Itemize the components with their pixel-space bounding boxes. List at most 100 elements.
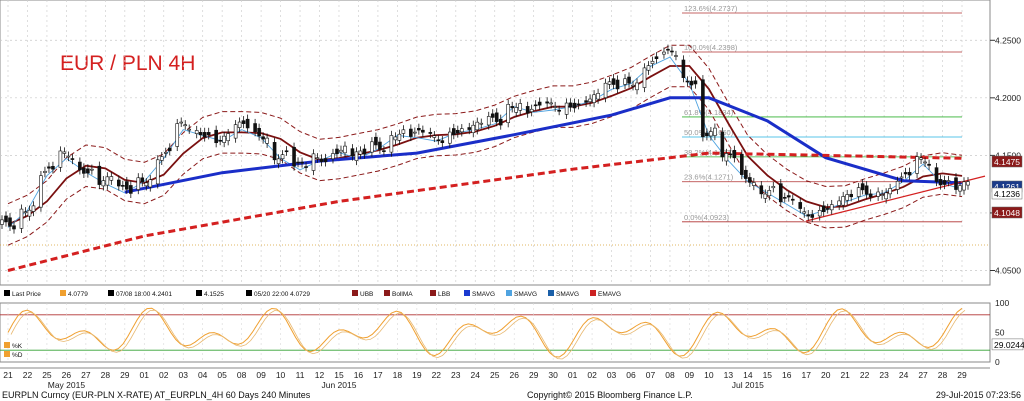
- date-tick-label: 28: [938, 370, 948, 380]
- candle-body: [635, 82, 639, 91]
- date-tick-label: 22: [860, 370, 870, 380]
- candle-body: [27, 209, 32, 217]
- date-tick-label: 25: [490, 370, 500, 380]
- candle-body: [12, 225, 16, 230]
- candle-body: [525, 106, 530, 114]
- candle-body: [650, 60, 655, 64]
- candle-body: [43, 171, 47, 173]
- date-tick-label: 15: [334, 370, 344, 380]
- candle-body: [603, 82, 608, 98]
- candle-body: [374, 136, 378, 146]
- candle-body: [732, 149, 737, 159]
- candle-body: [701, 79, 705, 138]
- candle-body: [300, 161, 304, 164]
- candle-body: [58, 150, 63, 168]
- candle-body: [654, 56, 659, 60]
- candle-body: [510, 106, 515, 109]
- oscillator-axis-label: 100: [995, 298, 1009, 308]
- candle-body: [537, 101, 542, 106]
- date-tick-label: 01: [140, 370, 150, 380]
- month-label: Jul 2015: [732, 380, 764, 390]
- candle-body: [728, 153, 733, 156]
- candle-body: [498, 118, 503, 126]
- tick-icon: [108, 290, 114, 296]
- candle-body: [471, 124, 476, 133]
- date-tick-label: 10: [276, 370, 286, 380]
- candle-body: [339, 149, 343, 153]
- candle-body: [646, 65, 651, 71]
- footer-center: Copyright© 2015 Bloomberg Finance L.P.: [527, 390, 693, 400]
- candle-body: [748, 177, 752, 183]
- candle-body: [19, 208, 24, 229]
- candle-body: [315, 157, 320, 160]
- candle-body: [233, 124, 238, 139]
- price-axis-label: 4.0500: [995, 265, 1021, 275]
- candle-body: [518, 103, 523, 111]
- upper-bollinger-band: [7, 44, 963, 205]
- candle-body: [319, 158, 324, 162]
- candle-body: [343, 145, 347, 154]
- date-tick-label: 07: [646, 370, 656, 380]
- oscillator-value-box: [991, 338, 1024, 351]
- candle-body: [506, 104, 511, 124]
- candle-body: [884, 192, 888, 200]
- candle-body: [685, 80, 690, 83]
- candle-body: [479, 122, 484, 125]
- date-tick-label: 22: [432, 370, 442, 380]
- bb-lower-icon: [430, 290, 436, 296]
- candle-body: [709, 131, 713, 137]
- legend-label: 4.0779: [68, 291, 88, 298]
- candle-body: [358, 150, 363, 155]
- price-tag-value: 4.1475: [994, 157, 1020, 167]
- candle-body: [856, 187, 861, 197]
- candle-body: [845, 194, 849, 201]
- candle-body: [752, 182, 756, 186]
- candle-body: [323, 158, 328, 163]
- candle-body: [568, 102, 573, 108]
- candle-body: [378, 141, 382, 150]
- candle-icon: [4, 290, 10, 296]
- short-sma-line: [7, 56, 963, 228]
- bollinger-ma-line: [7, 65, 963, 226]
- candle-body: [109, 176, 114, 181]
- date-tick-label: 14: [743, 370, 753, 380]
- candle-body: [140, 177, 145, 183]
- candle-body: [849, 193, 853, 198]
- price-tag-value: 4.1048: [994, 208, 1020, 218]
- candle-body: [880, 194, 884, 196]
- date-tick-label: 01: [568, 370, 578, 380]
- fib-level-label: 61.8%(4.1834): [684, 108, 734, 117]
- candle-body: [47, 166, 51, 169]
- candle-body: [584, 100, 588, 103]
- candle-body: [447, 131, 452, 144]
- candle-body: [564, 102, 569, 115]
- oscillator-legend-swatch: [4, 351, 10, 357]
- candle-body: [572, 102, 577, 109]
- candle-body: [144, 182, 149, 187]
- candle-body: [631, 84, 635, 87]
- date-tick-label: 26: [509, 370, 519, 380]
- candle-body: [490, 113, 495, 118]
- fib-level-label: 23.6%(4.1271): [684, 173, 734, 182]
- candle-body: [117, 179, 121, 187]
- candle-body: [627, 76, 631, 84]
- candle-body: [370, 141, 374, 153]
- candle-body: [194, 130, 199, 134]
- candle-body: [0, 219, 4, 225]
- candle-body: [261, 136, 265, 140]
- candle-body: [432, 135, 437, 138]
- candle-body: [837, 200, 841, 206]
- candle-body: [927, 163, 931, 166]
- candle-body: [362, 148, 367, 155]
- candle-body: [350, 148, 355, 157]
- price-tag-box: [991, 206, 1023, 219]
- candle-body: [713, 127, 717, 136]
- candle-body: [241, 120, 246, 124]
- ema-icon: [590, 290, 596, 296]
- candle-body: [304, 166, 308, 168]
- price-tag-value: 4.1236: [994, 189, 1020, 199]
- oscillator-axis-label: 0: [995, 357, 1000, 367]
- candle-body: [954, 177, 958, 190]
- lower-bollinger-band: [7, 86, 963, 246]
- candle-body: [767, 190, 772, 197]
